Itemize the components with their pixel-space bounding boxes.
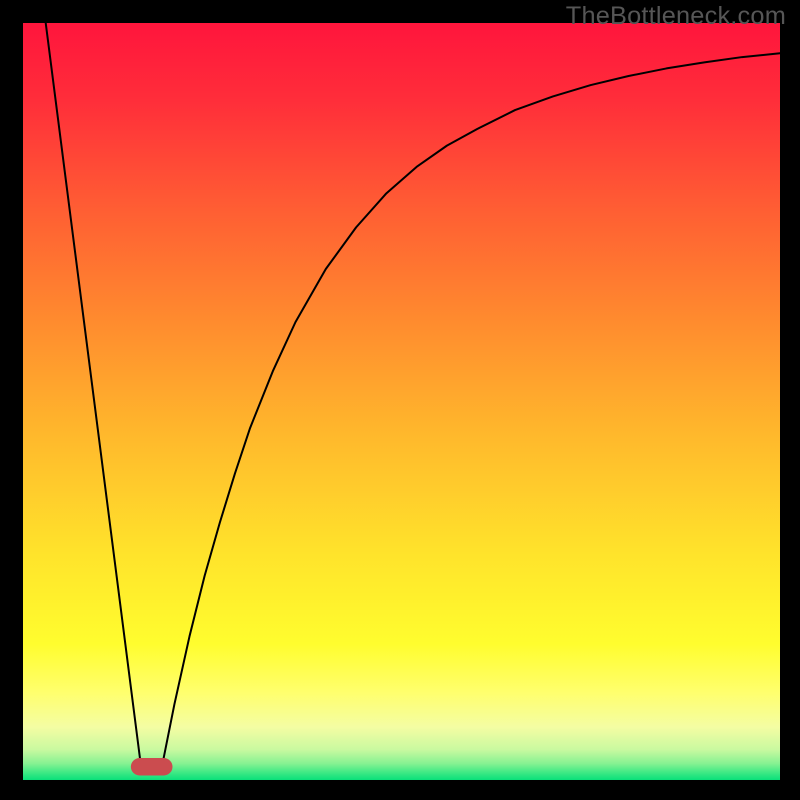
watermark-text: TheBottleneck.com [566, 2, 786, 31]
right-curve [163, 53, 780, 761]
optimal-marker [131, 758, 173, 775]
chart-container: TheBottleneck.com [0, 0, 800, 800]
left-curve [46, 23, 141, 761]
chart-curves-svg [0, 0, 800, 800]
